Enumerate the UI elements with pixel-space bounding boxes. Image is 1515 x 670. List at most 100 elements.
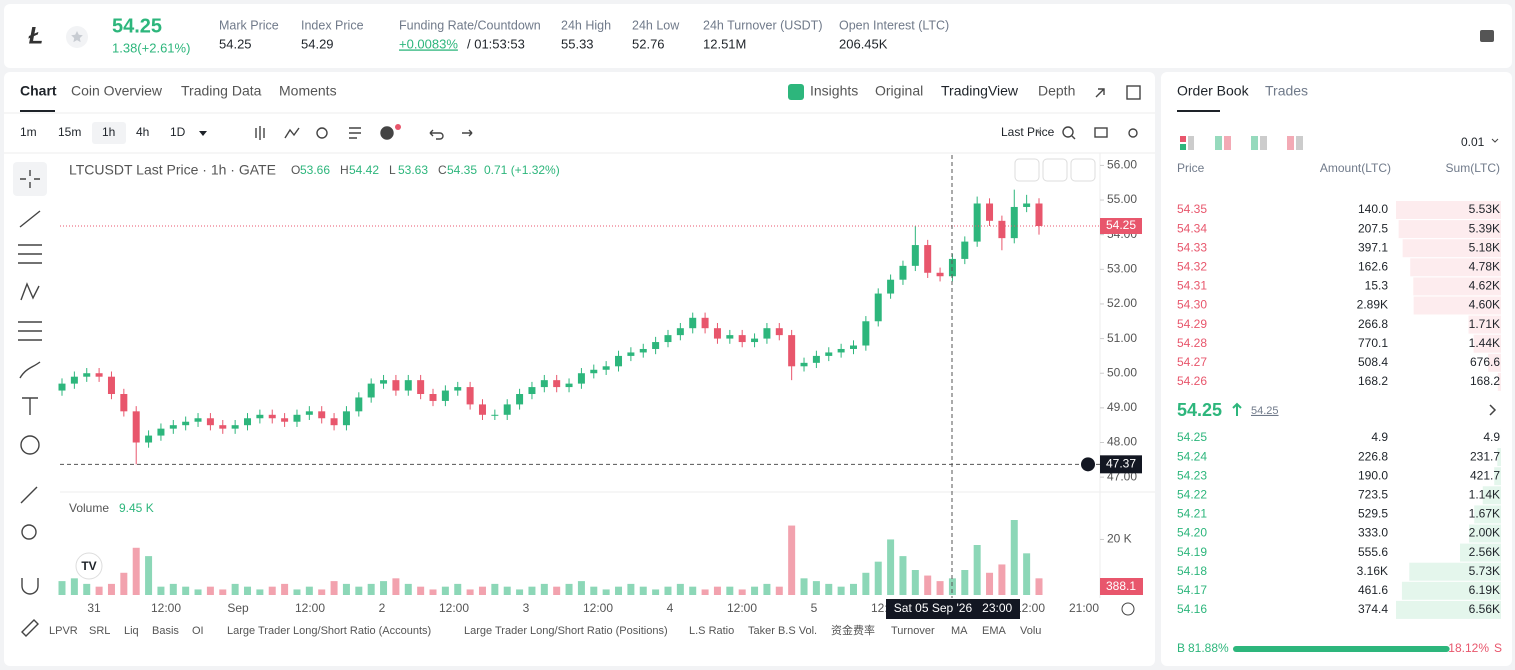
ob-price[interactable]: 54.31 [1177, 279, 1207, 293]
stat-label: Open Interest (LTC) [839, 18, 949, 32]
ob-price[interactable]: 54.21 [1177, 507, 1207, 521]
ob-price[interactable]: 54.32 [1177, 259, 1207, 273]
ohlc-label: O [291, 163, 300, 177]
volume-bar [95, 586, 103, 595]
candle-body [936, 272, 944, 277]
volume-bar [763, 583, 771, 595]
settings-icon[interactable] [1121, 602, 1135, 616]
candle-body [244, 418, 252, 426]
add-button[interactable] [1081, 457, 1095, 472]
chart-tab[interactable]: Chart [20, 83, 57, 99]
ob-price[interactable]: 54.26 [1177, 374, 1207, 388]
ob-price[interactable]: 54.34 [1177, 221, 1207, 235]
view-tab[interactable]: Original [875, 83, 923, 99]
star-icon [71, 31, 83, 43]
ob-tab[interactable]: Order Book [1177, 83, 1250, 99]
chart-button[interactable] [1014, 158, 1040, 182]
ob-price[interactable]: 54.33 [1177, 240, 1207, 254]
ob-amount: 190.0 [1358, 468, 1388, 482]
interval[interactable]: 4h [136, 125, 149, 139]
interval[interactable]: 1D [170, 125, 186, 139]
toolbar-icons[interactable] [255, 85, 1141, 140]
candle-body [293, 414, 301, 422]
candle-body [553, 380, 561, 388]
indicator[interactable]: EMA [982, 625, 1007, 637]
indicator[interactable]: Basis [152, 625, 179, 637]
ob-price[interactable]: 54.29 [1177, 317, 1207, 331]
chart-tab[interactable]: Coin Overview [71, 83, 163, 99]
ob-price[interactable]: 54.17 [1177, 583, 1207, 597]
chart-tab[interactable]: Trading Data [181, 83, 262, 99]
ob-price[interactable]: 54.22 [1177, 487, 1207, 501]
volume-bar [528, 586, 536, 595]
candle-body [342, 411, 350, 426]
indicator[interactable]: 资金费率 [831, 623, 875, 637]
indicator[interactable]: Taker B.S Vol. [748, 625, 817, 637]
candle-body [652, 342, 660, 349]
indicator[interactable]: L.S Ratio [689, 625, 734, 637]
ob-amount: 15.3 [1365, 279, 1389, 293]
ob-price[interactable]: 54.20 [1177, 526, 1207, 540]
view-tab[interactable]: TradingView [941, 83, 1019, 99]
ob-price[interactable]: 54.16 [1177, 602, 1207, 616]
view-tab[interactable]: Insights [810, 83, 858, 99]
drawing-tools[interactable] [13, 162, 47, 637]
interval[interactable]: 1h [102, 125, 115, 139]
volume-bar [1010, 520, 1018, 595]
stat-value: +0.0083% [399, 36, 458, 51]
indicator[interactable]: Turnover [891, 625, 935, 637]
depth-bar [1473, 334, 1501, 353]
volume-bar [615, 586, 623, 595]
x-tick-label: 12:00 [295, 601, 325, 615]
interval[interactable]: 1m [20, 125, 37, 139]
depth-bar [1468, 524, 1501, 543]
chart-button[interactable] [1042, 158, 1068, 182]
indicator[interactable]: Large Trader Long/Short Ratio (Accounts) [227, 625, 431, 637]
orderbook-mode-icons[interactable] [1180, 136, 1303, 150]
ob-price[interactable]: 54.27 [1177, 355, 1207, 369]
ob-price[interactable]: 54.30 [1177, 298, 1207, 312]
indicator[interactable]: MA [951, 625, 968, 637]
crosshair-time: Sat 05 Sep '26 23:00 [894, 601, 1013, 615]
volume-bar [478, 586, 486, 595]
stat-value: 206.45K [839, 36, 888, 51]
ob-price[interactable]: 54.18 [1177, 564, 1207, 578]
precision[interactable]: 0.01 [1461, 135, 1485, 149]
indicator[interactable]: OI [192, 625, 204, 637]
icon[interactable] [1480, 30, 1494, 42]
ob-sum: 4.60K [1469, 298, 1500, 312]
ob-price[interactable]: 54.25 [1177, 430, 1207, 444]
ob-amount: 2.89K [1357, 298, 1388, 312]
indicator[interactable]: Volu [1020, 625, 1041, 637]
buy-ratio: 81.88% [1188, 641, 1229, 655]
chevron[interactable] [1489, 404, 1497, 416]
volume-value: 9.45 K [119, 501, 154, 515]
candle-body [788, 335, 796, 367]
depth-bar [1410, 258, 1501, 277]
depth-bar [1396, 600, 1501, 619]
volume-bar [107, 583, 115, 595]
last-volume: 388.1 [1106, 579, 1136, 593]
indicator[interactable]: Liq [124, 625, 139, 637]
ob-price[interactable]: 54.24 [1177, 449, 1207, 463]
indicator[interactable]: LPVR [49, 625, 78, 637]
volume-bar [219, 589, 227, 595]
chart-tab[interactable]: Moments [279, 83, 337, 99]
ob-price[interactable]: 54.35 [1177, 202, 1207, 216]
volume-bar [788, 525, 796, 595]
ob-price[interactable]: 54.23 [1177, 468, 1207, 482]
view-tab[interactable]: Depth [1038, 83, 1075, 99]
indicator[interactable]: SRL [89, 625, 110, 637]
volume-bar [206, 586, 214, 595]
ob-price[interactable]: 54.19 [1177, 545, 1207, 559]
price-type[interactable]: Last Price [1001, 125, 1055, 139]
ohlc-label: C [438, 163, 447, 177]
crosshair-price-box [1100, 455, 1142, 474]
ob-tab[interactable]: Trades [1265, 83, 1308, 99]
interval[interactable]: 15m [58, 125, 81, 139]
dropdown-arrow [1036, 131, 1042, 134]
indicator[interactable]: Large Trader Long/Short Ratio (Positions… [464, 625, 668, 637]
candle-body [590, 369, 598, 374]
ob-price[interactable]: 54.28 [1177, 336, 1207, 350]
chart-button[interactable] [1070, 158, 1096, 182]
